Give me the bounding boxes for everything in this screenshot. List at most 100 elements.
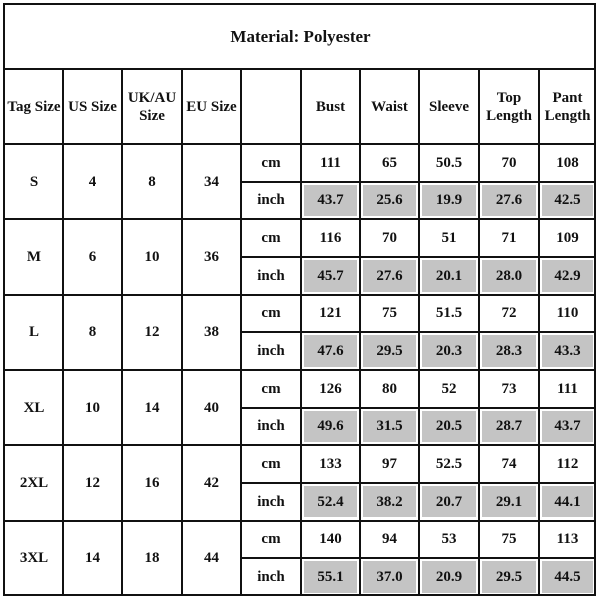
- grid-line: [241, 180, 596, 183]
- measurement-cm: 71: [501, 230, 517, 247]
- column-header: Tag Size: [7, 98, 61, 115]
- measurement-inch: 20.3: [422, 335, 476, 367]
- measurement-inch: 28.7: [482, 410, 536, 443]
- measurement-cm: 108: [556, 154, 579, 171]
- size-tag: 3XL: [19, 550, 49, 567]
- measurement-inch: 43.3: [542, 335, 593, 367]
- measurement-cm: 140: [319, 531, 342, 548]
- grid-line: [5, 218, 596, 221]
- measurement-inch: 44.5: [542, 561, 593, 593]
- unit-label-cm: cm: [261, 154, 281, 171]
- measurement-cm: 109: [556, 230, 579, 247]
- column-header: EU Size: [186, 98, 237, 115]
- size-eu: 34: [204, 173, 219, 190]
- column-header: Top Length: [486, 89, 532, 124]
- measurement-inch: 29.5: [363, 335, 416, 367]
- measurement-cm: 50.5: [435, 154, 463, 171]
- size-tag: 2XL: [19, 474, 49, 491]
- size-us: 4: [88, 173, 97, 190]
- measurement-cm: 53: [441, 531, 457, 548]
- measurement-inch: 38.2: [363, 485, 416, 518]
- measurement-cm: 94: [382, 531, 397, 548]
- unit-label-cm: cm: [261, 230, 281, 247]
- measurement-inch: 20.9: [422, 561, 476, 593]
- size-eu: 38: [204, 324, 219, 341]
- measurement-inch: 42.9: [542, 259, 593, 292]
- grid-line: [121, 69, 123, 596]
- size-us: 12: [85, 474, 100, 491]
- column-header: [241, 69, 301, 144]
- size-us: 6: [88, 248, 97, 265]
- size-uk: 16: [144, 474, 160, 491]
- size-eu: 42: [204, 474, 219, 491]
- measurement-cm: 75: [501, 531, 517, 548]
- measurement-cm: 111: [557, 380, 578, 397]
- unit-label-cm: cm: [261, 456, 281, 472]
- measurement-cm: 75: [382, 305, 397, 322]
- unit-label-cm: cm: [261, 305, 281, 322]
- unit-label-cm: cm: [261, 531, 281, 548]
- size-us: 10: [85, 399, 100, 416]
- measurement-inch: 20.7: [422, 485, 476, 518]
- size-us: 8: [88, 324, 97, 341]
- measurement-cm: 70: [382, 230, 397, 247]
- grid-line: [62, 69, 64, 596]
- size-tag: L: [28, 324, 39, 341]
- measurement-inch: 45.7: [304, 259, 357, 292]
- measurement-cm: 80: [382, 380, 397, 397]
- size-uk: 12: [144, 324, 160, 341]
- measurement-inch: 28.3: [482, 335, 536, 367]
- measurement-inch: 28.0: [482, 259, 536, 292]
- measurement-cm: 133: [319, 456, 342, 472]
- unit-label-inch: inch: [257, 568, 285, 585]
- measurement-cm: 70: [501, 154, 517, 171]
- grid-line: [241, 557, 596, 560]
- measurement-inch: 42.5: [542, 184, 593, 217]
- unit-label-inch: inch: [257, 418, 285, 435]
- size-chart-table: Material: Polyester Tag Size US Size UK/AU …: [3, 3, 596, 596]
- grid-line: [5, 519, 596, 522]
- size-tag: XL: [23, 399, 45, 416]
- measurement-inch: 20.1: [422, 259, 476, 292]
- size-eu: 40: [204, 399, 219, 416]
- measurement-cm: 52.5: [435, 456, 463, 472]
- grid-line: [5, 444, 596, 447]
- grid-line: [5, 293, 596, 296]
- measurement-cm: 111: [320, 154, 341, 171]
- measurement-cm: 126: [319, 380, 342, 397]
- measurement-inch: 29.5: [482, 561, 536, 593]
- column-header: US Size: [68, 98, 117, 115]
- measurement-cm: 121: [319, 305, 342, 322]
- measurement-cm: 52: [441, 380, 457, 397]
- unit-label-inch: inch: [257, 192, 285, 209]
- unit-label-inch: inch: [257, 267, 285, 284]
- measurement-inch: 49.6: [304, 410, 357, 443]
- size-uk: 18: [144, 550, 160, 567]
- size-uk: 14: [144, 399, 160, 416]
- unit-label-cm: cm: [261, 380, 281, 397]
- column-header: UK/AU Size: [127, 89, 177, 124]
- measurement-cm: 51.5: [435, 305, 463, 322]
- grid-line: [5, 368, 596, 371]
- column-header: Bust: [315, 98, 346, 115]
- grid-line: [241, 406, 596, 409]
- size-eu: 44: [204, 550, 219, 567]
- column-header: Waist: [371, 98, 408, 115]
- size-uk: 10: [144, 248, 160, 265]
- measurement-cm: 110: [556, 305, 579, 322]
- measurement-inch: 55.1: [304, 561, 357, 593]
- measurement-inch: 43.7: [542, 410, 593, 443]
- measurement-inch: 37.0: [363, 561, 416, 593]
- measurement-cm: 65: [382, 154, 397, 171]
- measurement-cm: 73: [501, 380, 517, 397]
- measurement-inch: 20.5: [422, 410, 476, 443]
- grid-line: [241, 481, 596, 484]
- size-tag: S: [29, 173, 39, 190]
- column-header: Sleeve: [429, 98, 469, 115]
- measurement-inch: 43.7: [304, 184, 357, 217]
- measurement-cm: 51: [441, 230, 457, 247]
- measurement-cm: 97: [382, 456, 397, 472]
- size-us: 14: [85, 550, 100, 567]
- measurement-inch: 52.4: [304, 485, 357, 518]
- table-title: Material: Polyester: [230, 26, 371, 46]
